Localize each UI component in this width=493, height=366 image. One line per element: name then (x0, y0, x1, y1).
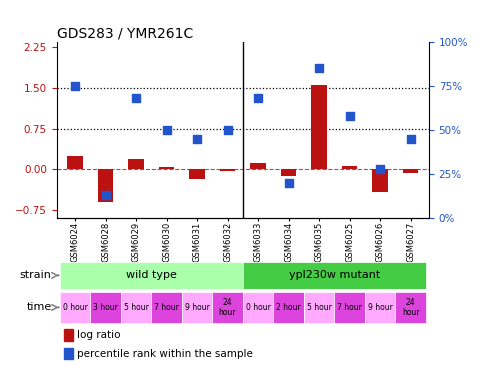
Text: 24
hour: 24 hour (402, 298, 420, 317)
Bar (182, 292, 212, 323)
Text: percentile rank within the sample: percentile rank within the sample (77, 348, 253, 359)
Text: ypl230w mutant: ypl230w mutant (289, 270, 380, 280)
Text: 5 hour: 5 hour (307, 303, 331, 312)
Bar (90, 292, 121, 323)
Text: GDS283 / YMR261C: GDS283 / YMR261C (57, 27, 193, 41)
Text: 3 hour: 3 hour (93, 303, 118, 312)
Bar (68, 156, 83, 169)
Text: 2 hour: 2 hour (276, 303, 301, 312)
Bar (312, 85, 327, 169)
Text: 7 hour: 7 hour (154, 303, 179, 312)
Bar (281, 169, 296, 176)
Bar (243, 262, 426, 288)
Text: 7 hour: 7 hour (337, 303, 362, 312)
Bar (365, 292, 395, 323)
Text: strain: strain (20, 270, 52, 280)
Text: wild type: wild type (126, 270, 176, 280)
Point (407, 136, 415, 142)
Bar (121, 292, 151, 323)
Point (254, 96, 262, 101)
Point (376, 166, 384, 172)
Point (102, 192, 109, 198)
Text: 0 hour: 0 hour (246, 303, 271, 312)
Bar (220, 169, 235, 171)
Point (71, 83, 79, 89)
Point (163, 127, 171, 133)
Text: time: time (27, 302, 52, 313)
Point (315, 66, 323, 71)
Bar (243, 292, 273, 323)
Bar (373, 169, 387, 192)
Text: log ratio: log ratio (77, 330, 121, 340)
Text: 0 hour: 0 hour (63, 303, 87, 312)
Text: 9 hour: 9 hour (184, 303, 210, 312)
Bar (60, 292, 90, 323)
Bar (128, 159, 143, 169)
Bar (403, 169, 418, 173)
Bar (159, 168, 174, 169)
Point (224, 127, 232, 133)
Bar (334, 292, 365, 323)
Bar (250, 163, 266, 169)
Point (284, 180, 292, 186)
Bar (304, 292, 334, 323)
Bar (64, 348, 73, 359)
Bar (60, 262, 243, 288)
Bar (64, 329, 73, 341)
Bar (395, 292, 426, 323)
Point (193, 136, 201, 142)
Point (132, 96, 140, 101)
Text: 5 hour: 5 hour (124, 303, 148, 312)
Bar (151, 292, 182, 323)
Bar (342, 167, 357, 169)
Text: 24
hour: 24 hour (219, 298, 236, 317)
Bar (189, 169, 205, 179)
Bar (212, 292, 243, 323)
Text: 9 hour: 9 hour (368, 303, 392, 312)
Point (346, 113, 353, 119)
Bar (273, 292, 304, 323)
Bar (98, 169, 113, 202)
